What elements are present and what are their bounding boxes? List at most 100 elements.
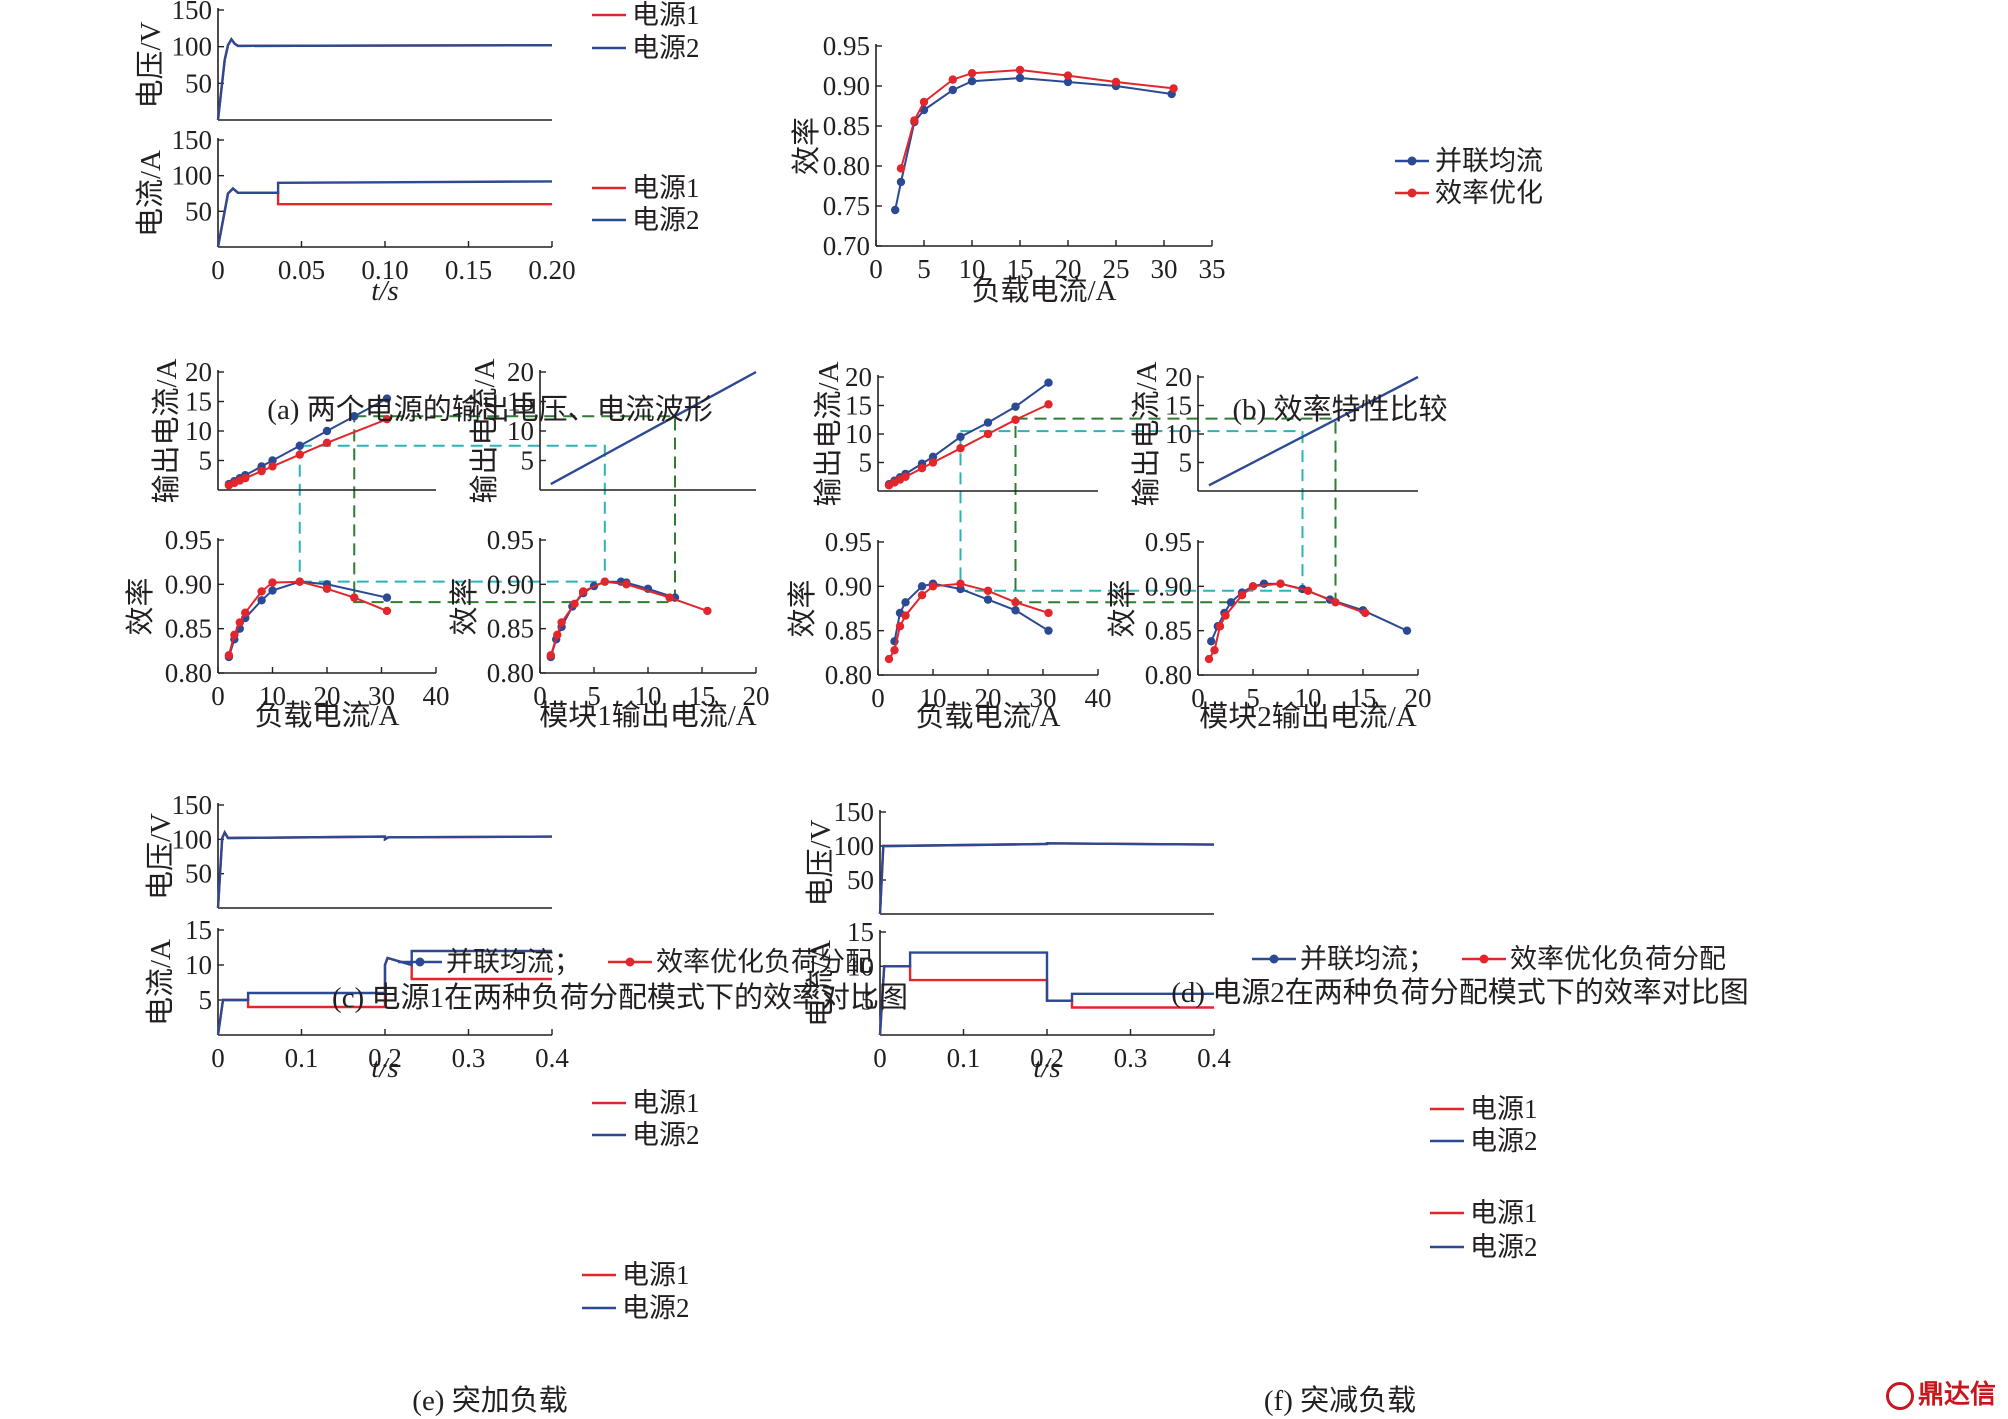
x-tick-label: 10 [959,254,986,284]
y-axis-label: 输出电流/A [468,358,501,503]
x-tick-label: 0 [211,255,225,285]
data-point [1221,611,1230,620]
x-tick-label: 15 [1350,683,1377,713]
y-tick-label: 0.95 [825,527,872,557]
x-tick-label: 5 [1246,683,1260,713]
data-point [1011,415,1020,424]
data-point [1402,626,1412,635]
series-line-电源2 [878,842,1215,915]
legend-label: 效率优化 [1435,178,1543,208]
data-point [1063,71,1073,80]
y-tick-label: 10 [185,416,212,446]
legend-marker-parallel [1269,954,1279,964]
x-tick-label: 40 [423,681,450,711]
data-point [557,618,566,627]
y-tick-label: 50 [185,196,212,226]
y-tick-label: 5 [199,446,213,476]
data-point [322,426,332,436]
data-point [1215,622,1225,631]
y-tick-label: 50 [185,859,212,889]
y-tick-label: 0.85 [487,614,534,644]
x-axis-label: t/s [371,275,398,307]
watermark-logo: 鼎达信 [1885,1374,1996,1411]
legend-e-i-src2: 电源2 [582,1293,690,1323]
data-point [895,622,905,631]
y-tick-label: 0.95 [487,525,534,555]
x-tick-label: 30 [368,681,395,711]
x-tick-label: 10 [635,681,662,711]
x-tick-label: 0.3 [1114,1043,1148,1073]
chart-a-current: 50 100 150 0 0.05 0.10 0.15 0.20 电流/A t/s [134,125,576,307]
data-point [665,593,674,602]
data-point [896,164,906,173]
x-tick-label: 0.15 [445,255,492,285]
caption-e: (e) 突加负载 [412,1384,567,1417]
guide-c-green-box [353,415,676,604]
legend-a-v-src2: 电源2 [592,33,700,63]
y-tick-label: 5 [199,985,213,1015]
legend-label: 电源2 [632,1120,700,1150]
data-point [322,584,332,593]
caption-d: (d) 电源2在两种负荷分配模式下的效率对比图 [1171,976,1749,1009]
legend-f-v-src1: 电源1 [1430,1094,1538,1124]
chart-b: 0.70 0.75 0.80 0.85 0.90 0.95 0 5 10 15 20 25 30 35 效率… [790,31,1226,307]
data-point [322,438,332,447]
data-point [1063,77,1073,87]
x-tick-label: 20 [314,681,341,711]
data-point [1226,598,1236,607]
x-tick-label: 0 [1191,683,1205,713]
y-tick-label: 0.90 [165,569,212,599]
legend-c-bottom: 并联均流； 效率优化负荷分配 [398,947,872,977]
data-point [382,415,392,424]
series-line-line [550,370,757,486]
data-point [553,630,562,640]
data-point [230,630,239,640]
series-line-电源1 [216,829,553,909]
legend-e-v-src1: 电源1 [592,1088,700,1118]
x-tick-label: 20 [975,683,1002,713]
series-line-电源1 [878,842,1215,915]
y-tick-label: 0.80 [487,658,534,688]
legend-b-parallel: 并联均流 [1395,146,1543,176]
x-tick-label: 30 [1030,683,1057,713]
caption-a: (a) 两个电源的输出电压、电流波形 [267,393,712,426]
data-point [1044,608,1053,618]
x-tick-label: 5 [587,681,601,711]
series-line-电源1 [216,186,552,248]
data-point [890,645,899,655]
legend-label: 并联均流 [1435,146,1543,176]
data-point [1044,378,1053,387]
x-tick-label: 10 [1295,683,1322,713]
x-tick-label: 30 [1151,254,1178,284]
y-tick-label: 150 [172,790,213,820]
x-tick-label: 0.2 [368,1043,402,1073]
legend-part-parallel: 并联均流； [446,947,581,977]
data-point [224,651,234,660]
legend-e-v-src2: 电源2 [592,1120,700,1150]
series-line-效率优化负荷分配 [888,403,1049,487]
data-point [622,580,631,589]
series-line-并联均流 [888,381,1050,486]
watermark-text: 鼎达信 [1917,1380,1996,1410]
data-point [928,582,938,591]
data-point [1331,598,1340,607]
data-point [382,606,392,616]
data-point [1011,598,1020,607]
data-point [956,579,965,588]
legend-part-opt: 效率优化负荷分配 [1510,944,1726,974]
data-point [546,651,555,660]
data-point [901,611,910,620]
data-point [1210,645,1219,655]
data-point [1303,586,1313,595]
data-point [1276,579,1285,588]
data-point [928,458,938,467]
x-tick-label: 15 [689,681,716,711]
y-tick-label: 10 [507,416,534,446]
data-point [1011,402,1020,411]
legend-marker-opt [625,957,635,967]
y-tick-label: 15 [507,387,534,417]
y-tick-label: 15 [185,915,212,945]
data-point [1169,84,1178,93]
